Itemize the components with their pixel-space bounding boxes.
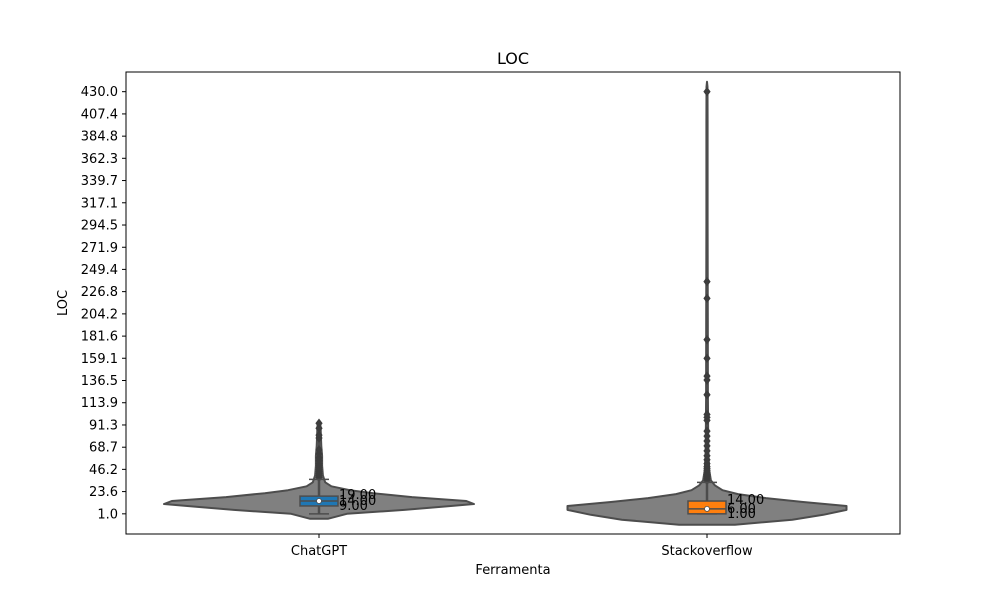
- x-axis-title: Ferramenta: [475, 563, 550, 578]
- violin-stackoverflow: 14.006.001.00: [566, 80, 848, 526]
- outlier-point: [703, 436, 711, 446]
- y-tick-label: 430.0: [81, 85, 118, 100]
- x-tick-label: ChatGPT: [291, 544, 347, 559]
- x-tick-label: Stackoverflow: [661, 544, 753, 559]
- y-tick-label: 384.8: [81, 130, 118, 145]
- y-tick-label: 159.1: [81, 352, 118, 367]
- median-marker: [704, 506, 710, 512]
- y-tick-label: 317.1: [81, 196, 118, 211]
- y-tick-label: 362.3: [81, 152, 118, 167]
- stat-label: 14.00: [339, 494, 376, 509]
- outlier-point: [703, 389, 711, 400]
- outlier-point: [703, 334, 711, 345]
- plot-frame: [125, 71, 901, 535]
- outlier-point: [703, 353, 711, 364]
- outlier-point: [703, 431, 711, 441]
- y-tick-label: 23.6: [89, 485, 118, 500]
- y-tick-label: 249.4: [81, 263, 118, 278]
- y-tick-label: 339.7: [81, 174, 118, 189]
- outlier-point: [703, 409, 711, 420]
- y-axis-title: LOC: [56, 290, 71, 316]
- outlier-point: [315, 445, 323, 455]
- outlier-point: [703, 441, 711, 451]
- y-axis: 1.0 23.6 46.2 68.7 91.3 113.9 136.5 159.1 181.6 2…: [81, 85, 126, 522]
- y-tick-label: 1.0: [97, 507, 118, 522]
- chart-title: LOC: [497, 49, 529, 68]
- stat-label: 1.00: [727, 507, 756, 522]
- y-tick-label: 136.5: [81, 374, 118, 389]
- stat-label: 14.00: [727, 493, 764, 508]
- median-marker: [316, 498, 322, 504]
- y-tick-label: 407.4: [81, 107, 118, 122]
- outlier-point: [315, 430, 323, 440]
- y-tick-label: 294.5: [81, 219, 118, 234]
- y-tick-label: 113.9: [81, 396, 118, 411]
- stat-label: 9.00: [339, 499, 368, 514]
- y-tick-label: 68.7: [89, 441, 118, 456]
- x-axis: ChatGPT Stackoverflow: [291, 534, 753, 559]
- outlier-point: [703, 450, 711, 461]
- y-tick-label: 91.3: [89, 418, 118, 433]
- outlier-point: [315, 423, 323, 434]
- outlier-point: [703, 276, 711, 287]
- outlier-point: [703, 293, 711, 304]
- y-tick-label: 226.8: [81, 285, 118, 300]
- y-tick-label: 181.6: [81, 330, 118, 345]
- outlier-point: [703, 446, 711, 456]
- stat-label: 6.00: [727, 502, 756, 517]
- outlier-point: [315, 418, 323, 429]
- outlier-point: [703, 426, 711, 437]
- y-tick-label: 271.9: [81, 241, 118, 256]
- y-tick-label: 46.2: [89, 463, 118, 478]
- y-tick-label: 204.2: [81, 307, 118, 322]
- outlier-point: [703, 86, 711, 97]
- stat-label: 19.00: [339, 488, 376, 503]
- outlier-point: [703, 371, 711, 381]
